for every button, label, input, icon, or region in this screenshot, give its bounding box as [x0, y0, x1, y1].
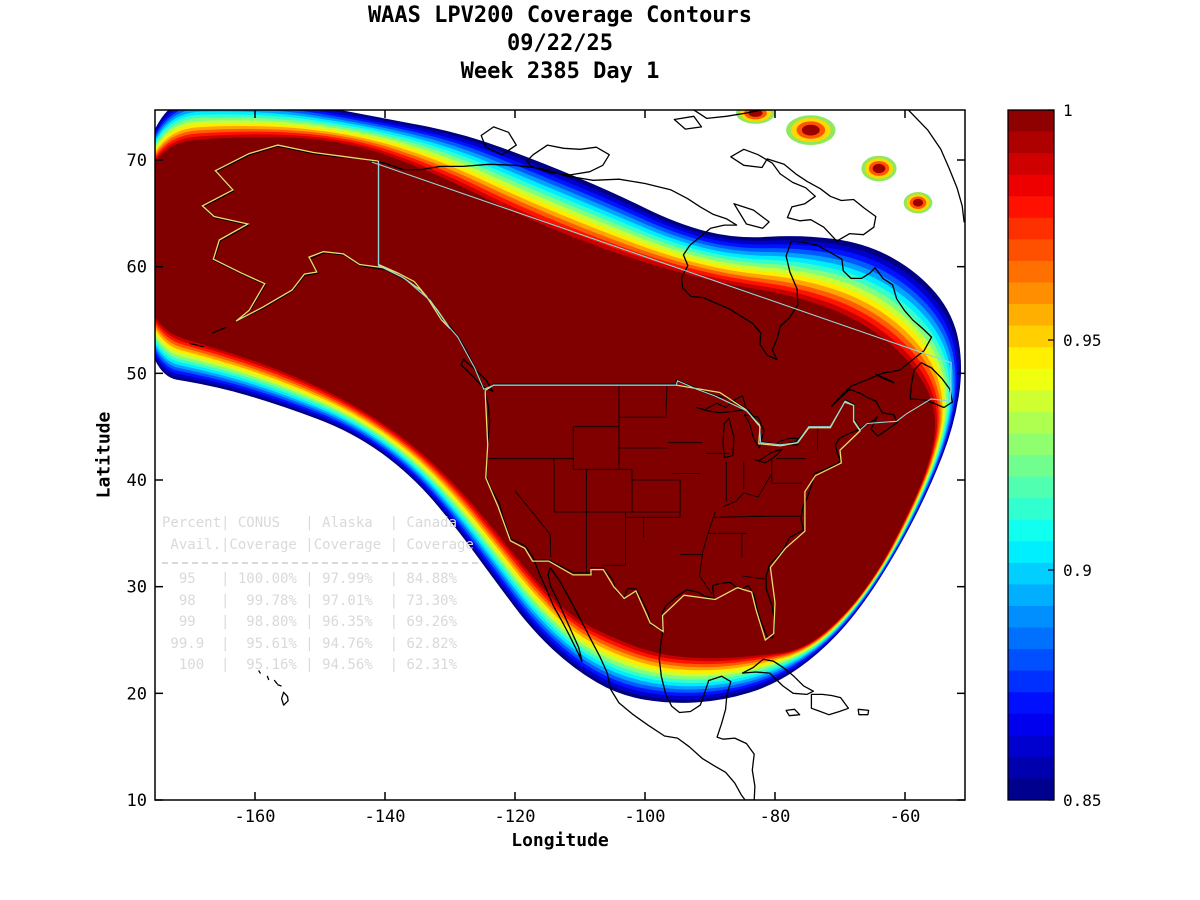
y-tick-label: 10 — [127, 791, 147, 811]
colorbar-tick-label: 0.9 — [1063, 561, 1092, 580]
y-tick-label: 50 — [127, 364, 147, 384]
attribution-center: W.J.H. FAA Technical Center — [186, 733, 365, 746]
attribution: W.J.H. FAA Technical Center WAAS Test Te… — [186, 733, 365, 759]
state-boundaries — [487, 383, 819, 595]
y-tick-label: 60 — [127, 258, 147, 278]
coverage-statistics-table: Percent| CONUS | Alaska | Canada Avail.|… — [162, 513, 478, 677]
plot-border — [154, 109, 966, 801]
axis-ticks: -160 -140 -120 -100 -80 -60 70 60 50 40 30 20 10 — [127, 110, 965, 827]
service-volume-outline-cyan — [371, 161, 952, 446]
chart-week-day: Week 2385 Day 1 — [460, 59, 660, 84]
coverage-table-line: 99 | 98.80% | 96.35% | 69.26% — [162, 614, 458, 630]
colorbar-tick-label: 1 — [1063, 101, 1073, 120]
contour-bands — [155, 110, 962, 703]
coastlines — [189, 110, 965, 800]
y-tick-label: 30 — [127, 578, 147, 598]
table-divider — [162, 562, 478, 564]
x-axis-label: Longitude — [511, 830, 609, 851]
x-tick-label: -60 — [890, 807, 921, 827]
coverage-table-line: 100 | 95.16% | 94.56% | 62.31% — [162, 657, 458, 673]
x-tick-label: -80 — [760, 807, 791, 827]
y-axis-label: Latitude — [93, 411, 115, 499]
coverage-table-line: 98 | 99.78% | 97.01% | 73.30% — [162, 592, 458, 609]
y-tick-label: 70 — [127, 151, 147, 171]
chart-date: 09/22/25 — [507, 31, 613, 56]
coverage-table-line: 95 | 100.00% | 97.99% | 84.88% — [162, 571, 458, 587]
colorbar-tick-label: 0.85 — [1063, 791, 1102, 810]
colorbar-border — [1007, 109, 1055, 801]
attribution-team: WAAS Test Team — [186, 746, 279, 759]
y-tick-label: 20 — [127, 684, 147, 704]
x-tick-label: -140 — [365, 807, 406, 827]
chart-title: WAAS LPV200 Coverage Contours — [367, 3, 753, 28]
coverage-table-line: Percent| CONUS | Alaska | Canada — [162, 515, 458, 531]
coverage-table-line: Avail.|Coverage |Coverage | Coverage — [162, 536, 474, 553]
x-tick-label: -160 — [235, 807, 276, 827]
title-block: WAAS LPV200 Coverage Contours 09/22/25 W… — [155, 2, 965, 86]
colorbar: 1 0.95 0.9 0.85 — [1007, 101, 1102, 810]
y-tick-label: 40 — [127, 471, 147, 491]
coverage-table-line: 99.9 | 95.61% | 94.76% | 62.82% — [162, 635, 458, 652]
x-tick-label: -100 — [625, 807, 666, 827]
x-tick-label: -120 — [495, 807, 536, 827]
colorbar-tick-label: 0.95 — [1063, 331, 1102, 350]
service-volume-outline-yellow — [201, 144, 861, 642]
